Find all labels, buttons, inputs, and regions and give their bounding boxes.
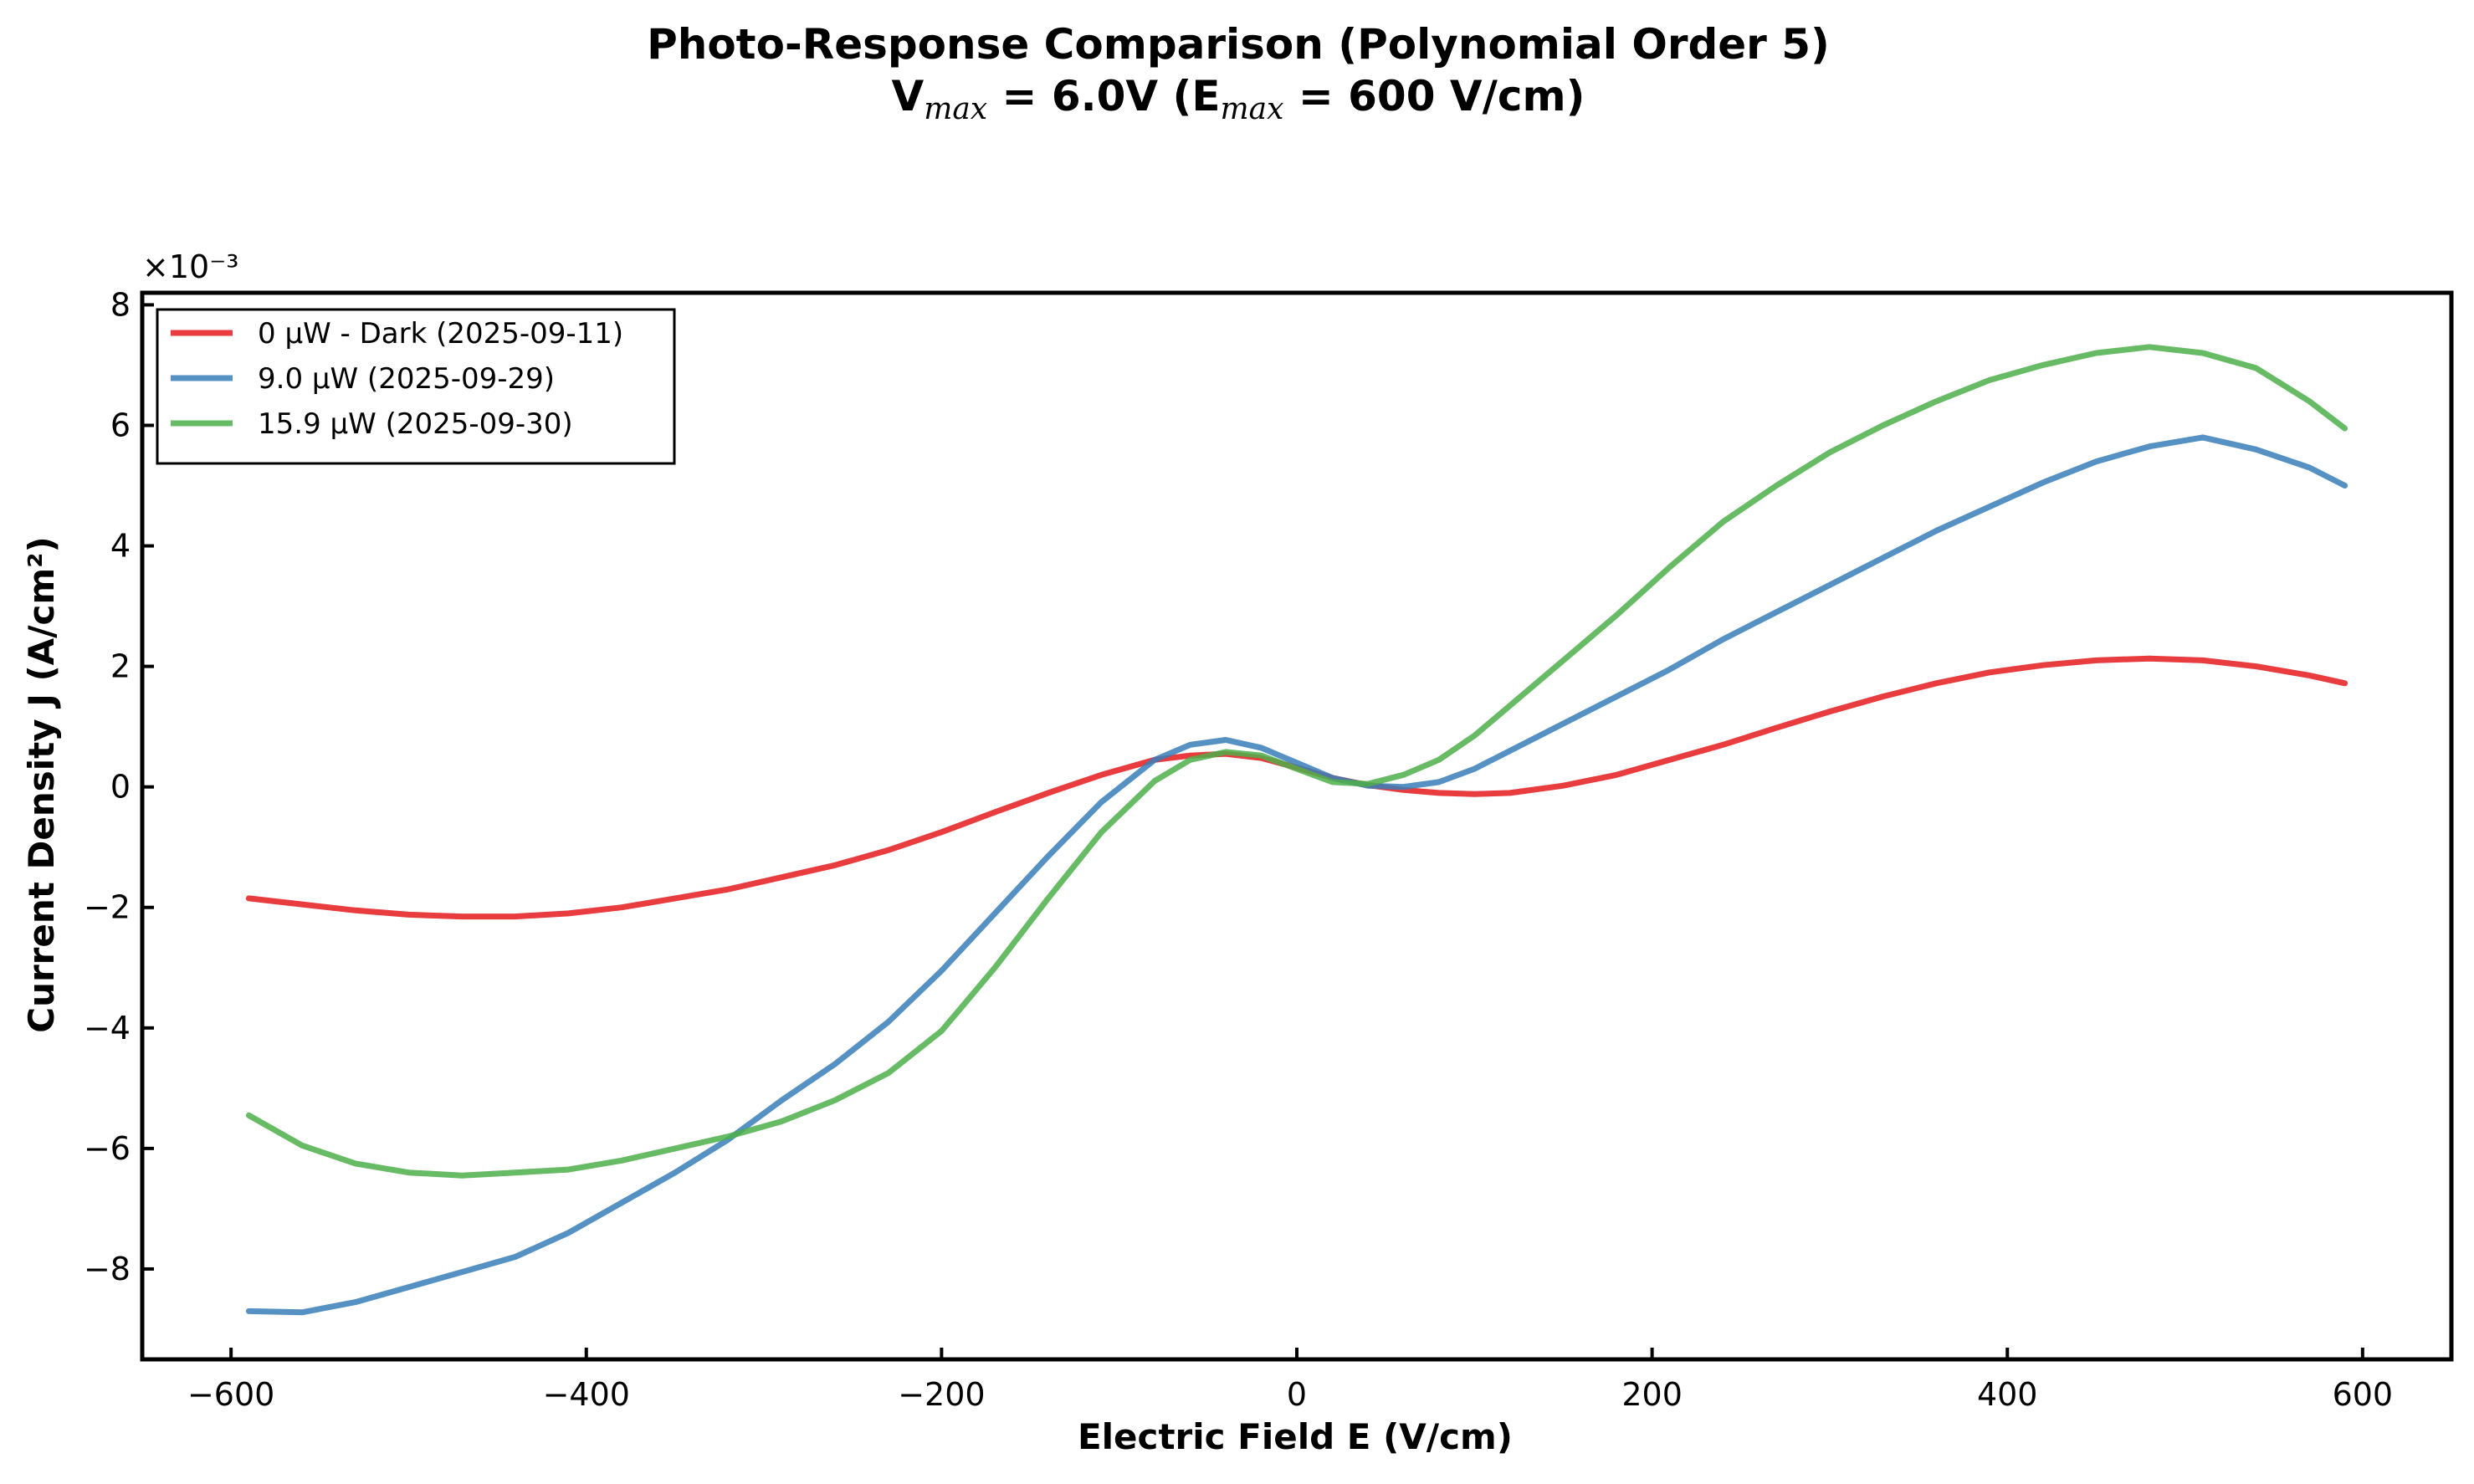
chart-title: Photo-Response Comparison (Polynomial Or… bbox=[647, 20, 1830, 69]
y-tick-label: 2 bbox=[110, 648, 131, 685]
subtitle-e-sub: max bbox=[1221, 92, 1284, 126]
y-tick-label: −4 bbox=[84, 1010, 131, 1046]
legend-label-1: 0 µW - Dark (2025-09-11) bbox=[258, 317, 623, 351]
x-tick-label: 0 bbox=[1287, 1376, 1307, 1413]
series-line-2 bbox=[245, 434, 2349, 1316]
subtitle-v: V bbox=[892, 72, 925, 120]
x-tick-label: −400 bbox=[543, 1376, 630, 1413]
y-tick-label: 4 bbox=[110, 528, 131, 565]
x-tick-label: 200 bbox=[1621, 1376, 1683, 1413]
ticks-layer: −600 −400 −200 0 200 400 600 −8 −6 −4 −2 0 2 4 6 8 bbox=[84, 286, 2393, 1413]
y-tick-label: −6 bbox=[84, 1130, 131, 1167]
y-tick-label: 0 bbox=[110, 769, 131, 806]
y-axis-label: Current Density J (A/cm²) bbox=[21, 536, 62, 1033]
legend: 0 µW - Dark (2025-09-11) 9.0 µW (2025-09-… bbox=[156, 308, 676, 465]
x-tick-label: −200 bbox=[898, 1376, 985, 1413]
subtitle-v-sub: max bbox=[924, 92, 987, 126]
y-tick-label: −2 bbox=[84, 889, 131, 926]
x-tick-label: −600 bbox=[187, 1376, 274, 1413]
y-offset-label: ×10⁻³ bbox=[142, 248, 238, 285]
chart-subtitle: Vmax = 6.0V (Emax = 600 V/cm) bbox=[892, 72, 1585, 126]
series-line-3 bbox=[245, 344, 2349, 1179]
legend-box bbox=[156, 308, 676, 465]
x-tick-label: 600 bbox=[2333, 1376, 2394, 1413]
subtitle-middle: = 6.0V (E bbox=[987, 72, 1220, 120]
legend-label-2: 9.0 µW (2025-09-29) bbox=[258, 362, 555, 396]
series-layer bbox=[245, 344, 2349, 1316]
series-line-1 bbox=[245, 655, 2349, 920]
legend-label-3: 15.9 µW (2025-09-30) bbox=[258, 407, 573, 441]
x-tick-label: 400 bbox=[1977, 1376, 2038, 1413]
y-tick-label: 8 bbox=[110, 286, 131, 323]
y-tick-label: −8 bbox=[84, 1251, 131, 1287]
y-tick-label: 6 bbox=[110, 407, 131, 443]
x-axis-label: Electric Field E (V/cm) bbox=[1078, 1416, 1513, 1457]
subtitle-end: = 600 V/cm) bbox=[1283, 72, 1585, 120]
